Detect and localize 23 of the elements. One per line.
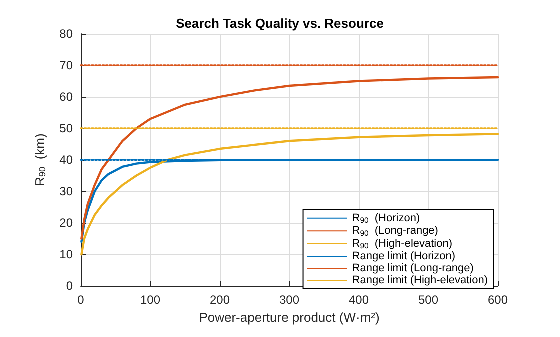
legend-label: Range limit (High-elevation)	[352, 274, 488, 286]
y-tick-label: 60	[60, 90, 74, 104]
legend-label: Range limit (Long-range)	[352, 262, 474, 274]
y-tick-label: 30	[60, 184, 74, 199]
y-tick-label: 0	[66, 279, 74, 294]
x-tick-label: 300	[279, 293, 300, 308]
line-series	[80, 76, 500, 240]
x-tick-label: 500	[418, 293, 439, 308]
y-tick-label: 70	[60, 58, 74, 73]
chart-title: Search Task Quality vs. Resource	[176, 16, 384, 31]
legend-label: Range limit (Horizon)	[352, 250, 456, 262]
y-tick-label: 80	[60, 27, 74, 41]
x-tick-label: 400	[348, 293, 370, 308]
x-tick-label: 200	[210, 293, 230, 308]
x-tick-label: 100	[140, 293, 161, 308]
x-axis-title: Power-aperture product (W·m²)	[199, 310, 380, 325]
y-tick-label: 40	[60, 153, 74, 168]
y-tick-label: 50	[60, 122, 74, 136]
y-tick-label: 10	[60, 248, 74, 262]
x-tick-label: 600	[488, 293, 508, 308]
y-axis-title: R90 (km)	[32, 134, 48, 186]
y-tick-label: 20	[60, 216, 74, 230]
x-tick-label: 0	[78, 293, 85, 308]
